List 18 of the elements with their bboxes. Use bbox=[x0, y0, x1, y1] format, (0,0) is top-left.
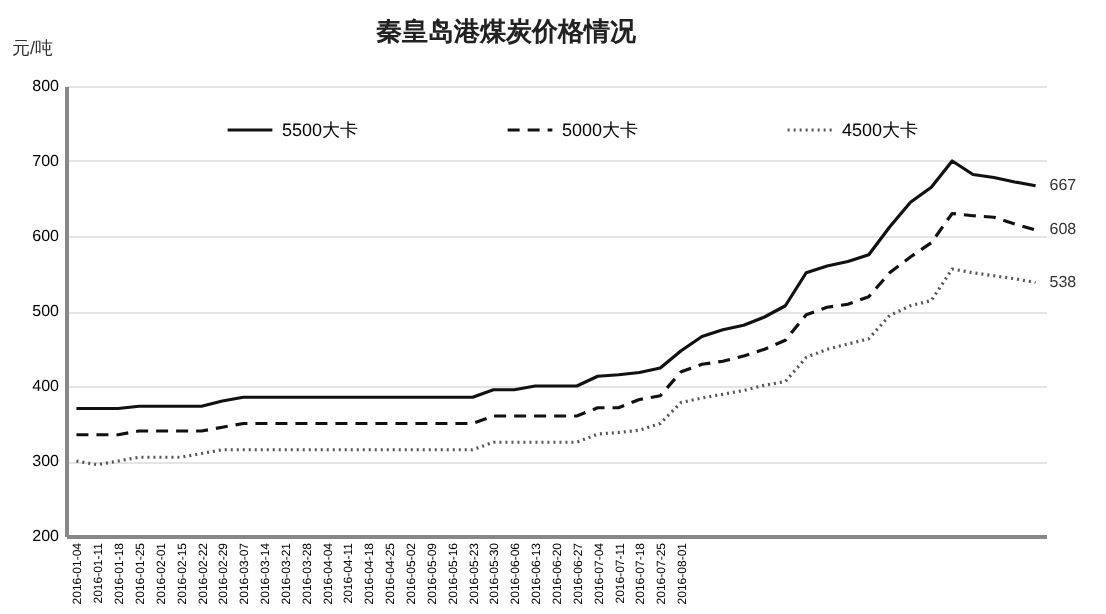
legend-label: 5500大卡 bbox=[282, 120, 359, 140]
y-tick-label: 800 bbox=[32, 77, 61, 95]
y-axis-title: 元/吨 bbox=[12, 38, 54, 58]
y-tick-label: 700 bbox=[32, 152, 61, 170]
legend-label: 5000大卡 bbox=[562, 120, 639, 140]
y-tick-label: 500 bbox=[32, 302, 61, 320]
data-label: 667 bbox=[1049, 175, 1078, 194]
y-tick-label: 600 bbox=[32, 227, 61, 245]
data-label: 538 bbox=[1049, 272, 1078, 291]
y-tick-label: 300 bbox=[32, 452, 61, 470]
y-tick-label: 400 bbox=[32, 377, 61, 395]
line-series bbox=[74, 159, 1038, 411]
chart-title: 秦皇岛港煤炭价格情况 bbox=[376, 18, 638, 48]
data-label: 608 bbox=[1049, 220, 1078, 238]
line-series bbox=[74, 211, 1038, 437]
legend-label: 4500大卡 bbox=[842, 120, 919, 140]
line-series bbox=[74, 267, 1038, 467]
y-tick-label: 200 bbox=[32, 527, 61, 545]
